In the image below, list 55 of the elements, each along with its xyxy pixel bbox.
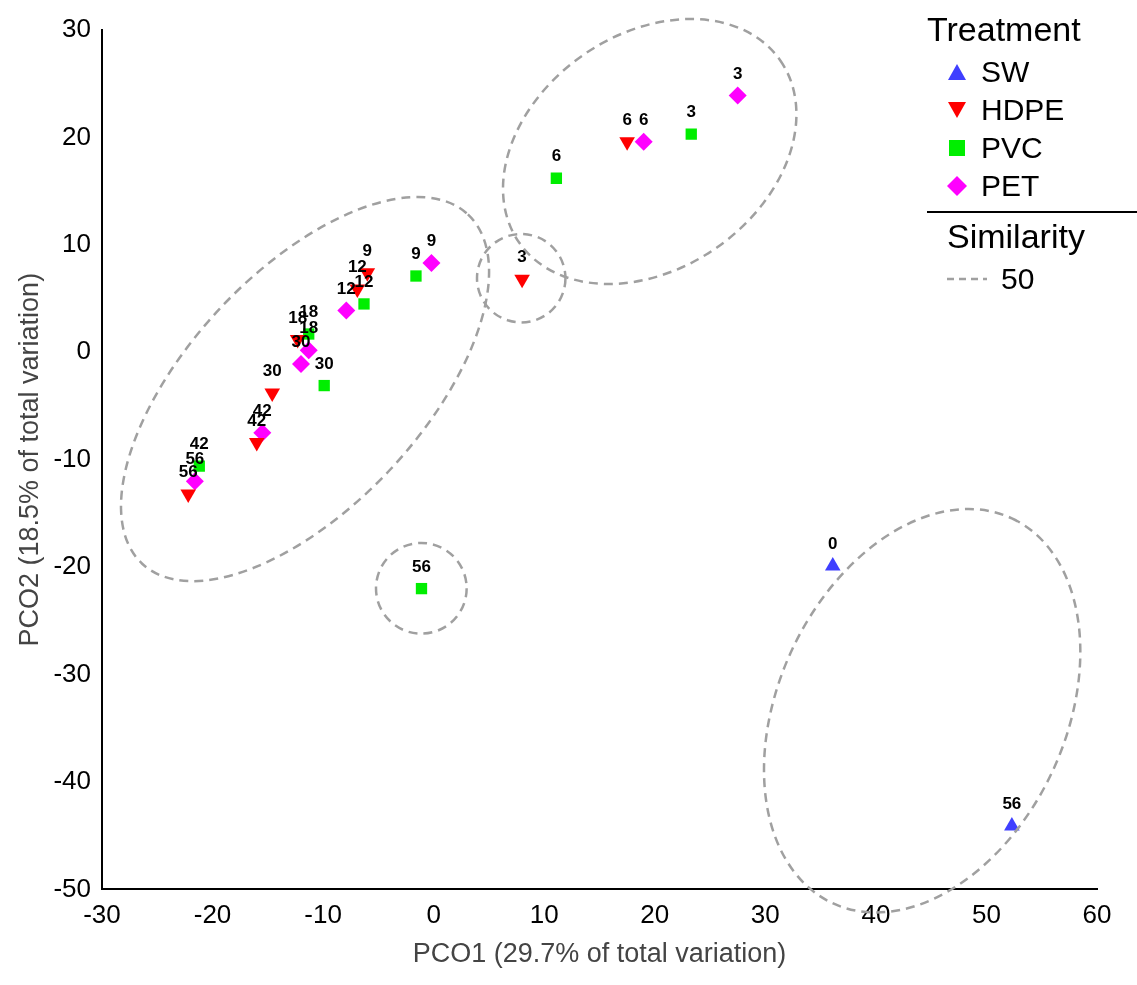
- point: [550, 172, 563, 184]
- point: [514, 274, 530, 289]
- annotation: 6: [551, 146, 562, 166]
- point: [728, 86, 747, 105]
- x-tick-label: 30: [750, 899, 780, 930]
- y-tick-label: 10: [62, 228, 91, 259]
- y-tick-label: 30: [62, 13, 91, 44]
- x-tick-label: 40: [861, 899, 891, 930]
- annotation: 56: [1002, 794, 1022, 814]
- annotation: 9: [411, 244, 421, 264]
- legend-label: PET: [981, 169, 1040, 203]
- point: [619, 137, 635, 151]
- point: [358, 298, 370, 310]
- point: [410, 270, 422, 282]
- legend-label: PVC: [981, 131, 1043, 165]
- point: [634, 132, 653, 151]
- annotation: 50: [1001, 262, 1035, 296]
- annotation: 9: [426, 231, 437, 251]
- legend-label: SW: [981, 55, 1030, 89]
- y-tick-label: -10: [53, 442, 91, 473]
- y-tick-label: 20: [62, 120, 91, 151]
- x-tick-label: -10: [304, 899, 342, 930]
- annotation: 3: [686, 102, 696, 122]
- annotation: Similarity: [947, 217, 1086, 256]
- point: [337, 301, 356, 320]
- annotation: 6: [638, 109, 649, 129]
- annotation: 6: [622, 109, 632, 129]
- legend-label: HDPE: [981, 93, 1065, 127]
- point: [291, 355, 310, 374]
- x-tick-label: -20: [193, 899, 232, 930]
- x-tick-label: 60: [1082, 899, 1112, 930]
- annotation: 0: [828, 534, 838, 554]
- x-axis-title: PCO1 (29.7% of total variation): [412, 938, 787, 969]
- y-tick-label: -30: [53, 657, 91, 688]
- annotation: 30: [262, 361, 282, 381]
- point: [824, 557, 841, 571]
- annotation: 3: [517, 247, 527, 267]
- legend-title: Treatment: [927, 10, 1082, 49]
- y-axis-title: PCO2 (18.5% of total variation): [13, 272, 44, 647]
- y-tick-label: 0: [76, 335, 91, 366]
- x-tick-label: 10: [529, 899, 559, 930]
- y-tick-label: -20: [53, 550, 91, 581]
- annotation: 9: [362, 240, 373, 260]
- point: [422, 254, 441, 273]
- x-tick-label: 0: [426, 899, 441, 930]
- x-tick-label: 50: [971, 899, 1001, 930]
- point: [1004, 817, 1020, 831]
- annotation: 12: [336, 278, 356, 298]
- x-tick-label: 20: [640, 899, 670, 930]
- point: [685, 128, 697, 140]
- point: [318, 379, 330, 392]
- annotation: 30: [314, 353, 334, 373]
- y-tick-label: -40: [53, 765, 91, 796]
- annotation: 56: [412, 556, 431, 576]
- annotation: 3: [732, 63, 743, 83]
